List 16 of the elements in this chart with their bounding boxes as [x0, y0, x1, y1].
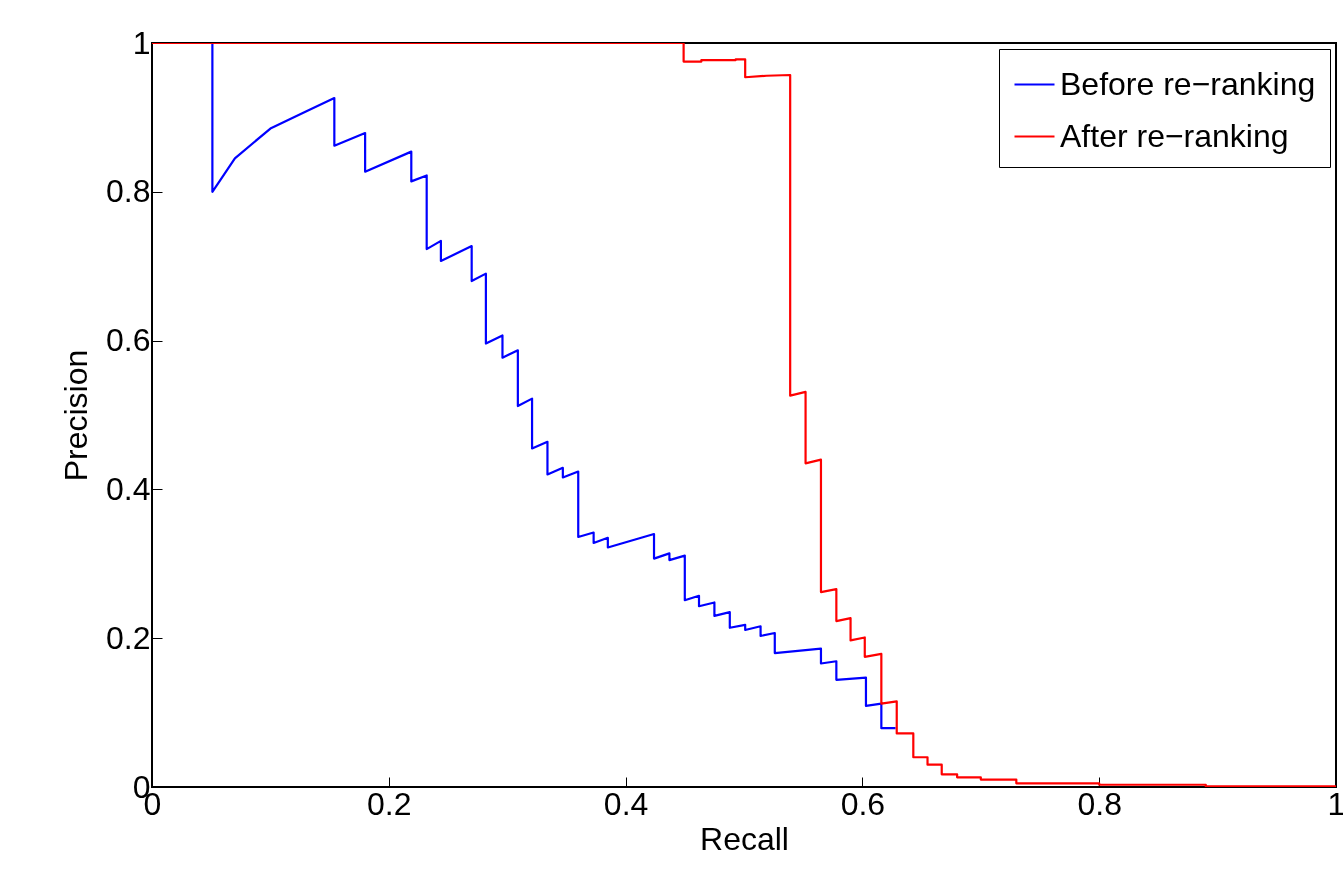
legend-label: After re−ranking — [1060, 117, 1289, 154]
line-series — [152, 43, 1336, 787]
legend-label: Before re−ranking — [1060, 65, 1316, 102]
x-tick-label: 0.8 — [1077, 785, 1122, 822]
x-tick-label: 0.6 — [840, 785, 886, 822]
x-tick-label: 0.4 — [603, 785, 649, 822]
line-series — [211, 43, 897, 730]
x-axis-title: Recall — [700, 820, 789, 857]
x-tick-label: 0.2 — [367, 785, 412, 822]
y-tick-label: 0.2 — [106, 619, 151, 656]
y-axis-title: Precision — [58, 349, 95, 482]
y-tick-label: 0.6 — [106, 322, 151, 359]
x-tick-label: 1 — [1327, 785, 1343, 822]
y-tick-label: 0.4 — [106, 470, 151, 507]
y-tick-label: 0.8 — [106, 173, 151, 210]
y-tick-label: 1 — [132, 24, 151, 61]
